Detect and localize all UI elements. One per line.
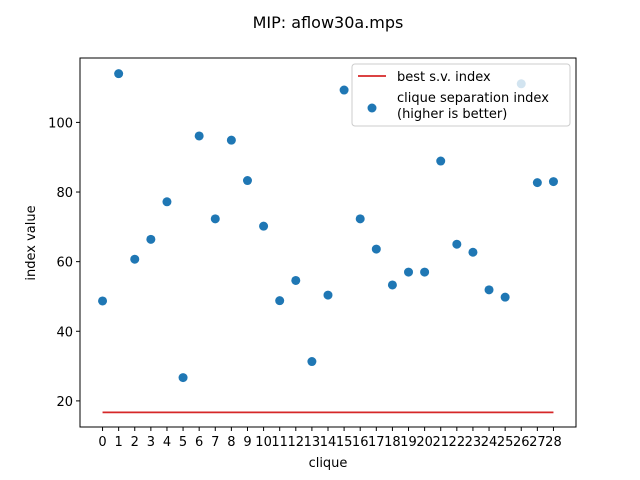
data-point bbox=[484, 285, 494, 295]
data-point bbox=[323, 290, 333, 300]
x-tick-label: 15 bbox=[336, 435, 353, 450]
data-point bbox=[178, 373, 188, 383]
x-tick-label: 12 bbox=[288, 435, 305, 450]
x-axis: 0 1 2 3 4 5 6 7 8 9 10 11 12 13 14 15 16 17 18 19 20 21 22 23 24… bbox=[98, 427, 562, 450]
x-tick-label: 25 bbox=[497, 435, 514, 450]
x-tick-label: 7 bbox=[211, 435, 219, 450]
x-tick-label: 22 bbox=[449, 435, 466, 450]
data-point bbox=[114, 69, 124, 79]
x-tick-label: 3 bbox=[147, 435, 155, 450]
legend-point-label-line1: clique separation index bbox=[397, 91, 549, 106]
data-point bbox=[532, 178, 542, 188]
x-tick-label: 19 bbox=[400, 435, 417, 450]
legend-point-swatch bbox=[367, 103, 377, 113]
x-tick-label: 27 bbox=[529, 435, 546, 450]
x-tick-label: 14 bbox=[320, 435, 337, 450]
data-point bbox=[194, 131, 204, 141]
legend-point-label-line2: (higher is better) bbox=[397, 107, 507, 122]
legend-line-label: best s.v. index bbox=[397, 70, 491, 85]
x-tick-label: 24 bbox=[481, 435, 498, 450]
data-point bbox=[371, 244, 381, 254]
plot-area-frame bbox=[79, 57, 577, 428]
data-point bbox=[98, 296, 108, 306]
x-tick-label: 28 bbox=[545, 435, 562, 450]
data-point bbox=[387, 280, 397, 290]
y-axis: 20 40 60 80 100 bbox=[48, 116, 80, 410]
x-tick-label: 6 bbox=[195, 435, 203, 450]
data-point bbox=[500, 292, 510, 302]
data-point bbox=[468, 247, 478, 257]
x-tick-label: 1 bbox=[115, 435, 123, 450]
x-tick-label: 26 bbox=[513, 435, 530, 450]
data-point bbox=[339, 85, 349, 95]
y-tick-label: 40 bbox=[56, 325, 73, 340]
data-point bbox=[226, 135, 236, 145]
x-tick-label: 10 bbox=[255, 435, 272, 450]
x-axis-label: clique bbox=[309, 456, 348, 471]
x-tick-label: 16 bbox=[352, 435, 369, 450]
x-tick-label: 4 bbox=[163, 435, 171, 450]
data-point bbox=[355, 214, 365, 224]
data-point bbox=[162, 197, 172, 207]
x-tick-label: 5 bbox=[179, 435, 187, 450]
data-point bbox=[146, 234, 156, 244]
chart-title: MIP: aflow30a.mps bbox=[253, 13, 404, 32]
data-point bbox=[548, 177, 558, 187]
data-point bbox=[242, 176, 252, 186]
legend: best s.v. index clique separation index … bbox=[351, 63, 571, 127]
data-point bbox=[436, 156, 446, 166]
data-point bbox=[452, 239, 462, 249]
x-tick-label: 11 bbox=[271, 435, 288, 450]
x-tick-label: 18 bbox=[384, 435, 401, 450]
y-tick-label: 100 bbox=[48, 116, 73, 131]
x-tick-label: 2 bbox=[131, 435, 139, 450]
data-point bbox=[307, 357, 317, 367]
x-tick-label: 20 bbox=[416, 435, 433, 450]
y-tick-label: 80 bbox=[56, 186, 73, 201]
data-point bbox=[291, 275, 301, 285]
x-tick-label: 0 bbox=[98, 435, 106, 450]
x-tick-label: 9 bbox=[243, 435, 251, 450]
data-point bbox=[420, 267, 430, 277]
data-point bbox=[404, 267, 414, 277]
legend-box bbox=[351, 63, 571, 127]
x-tick-label: 17 bbox=[368, 435, 385, 450]
x-tick-label: 23 bbox=[465, 435, 482, 450]
y-tick-label: 60 bbox=[56, 256, 73, 271]
y-axis-label: index value bbox=[24, 205, 39, 280]
data-point bbox=[210, 214, 220, 224]
x-tick-label: 8 bbox=[227, 435, 235, 450]
x-tick-label: 13 bbox=[304, 435, 321, 450]
clique-separation-index-series bbox=[98, 69, 558, 383]
y-tick-label: 20 bbox=[56, 395, 73, 410]
data-point bbox=[275, 296, 285, 306]
data-point bbox=[259, 221, 269, 231]
x-tick-label: 21 bbox=[432, 435, 449, 450]
data-point bbox=[130, 254, 140, 264]
